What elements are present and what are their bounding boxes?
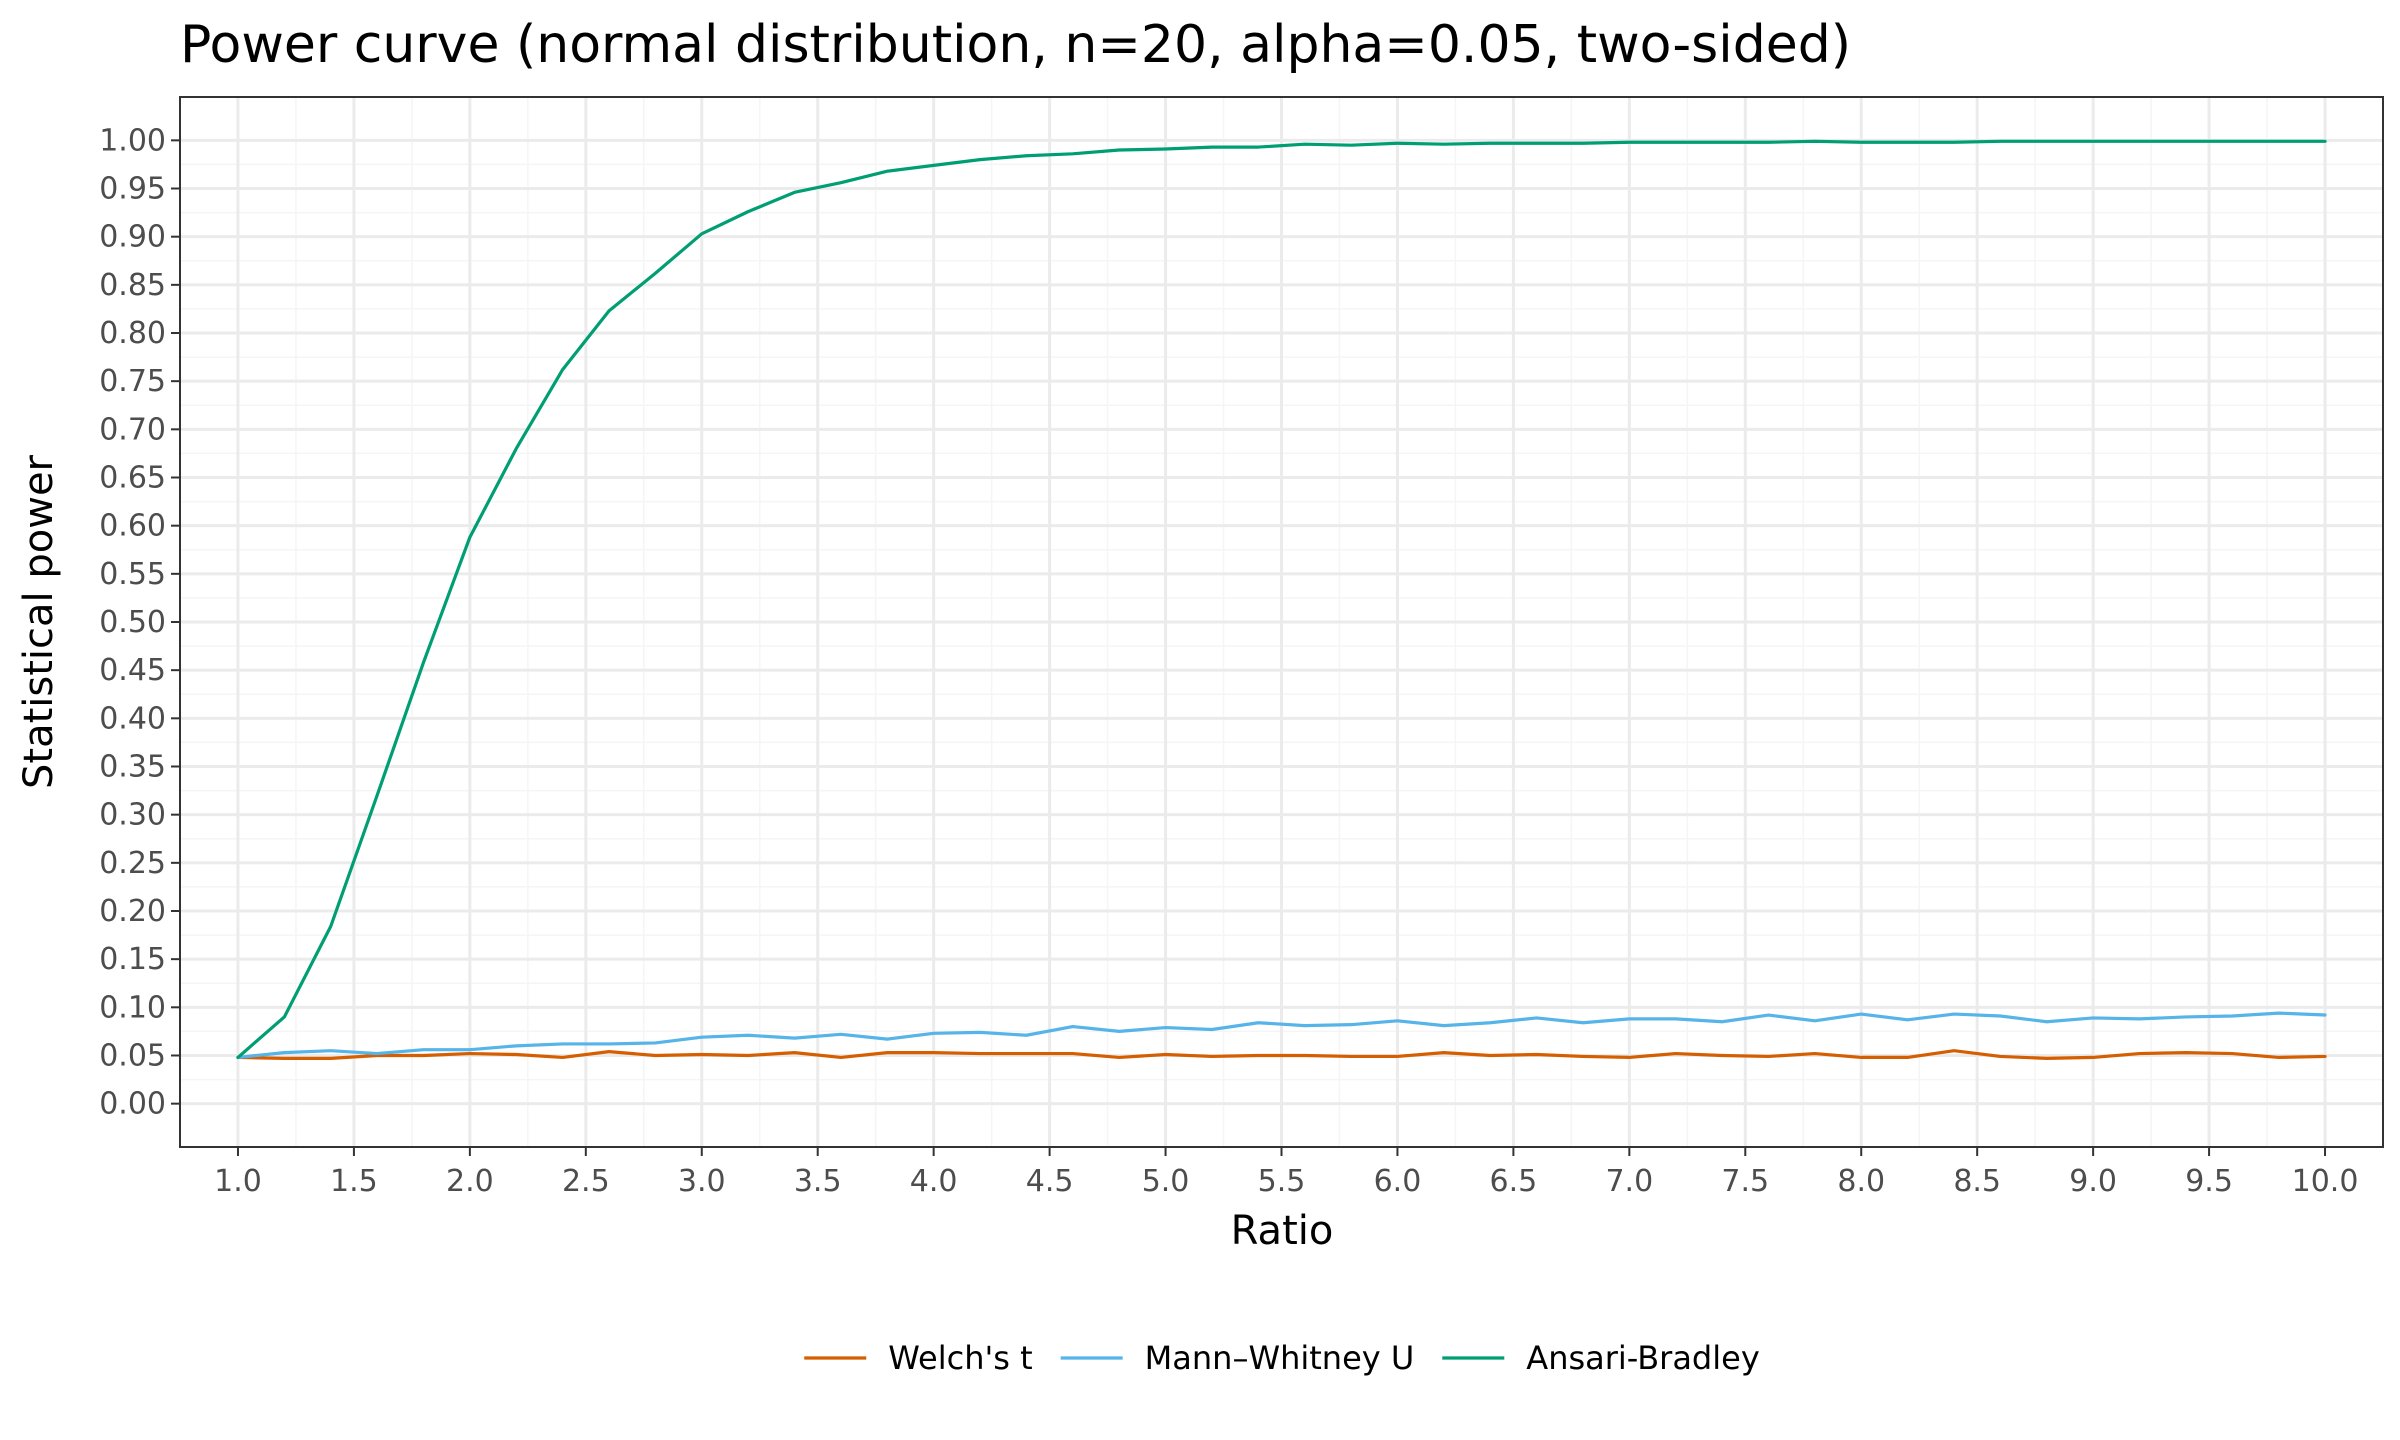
x-axis: 1.0 1.5 2.0 2.5 3.0 3.5 4.0 4.5 5.0 5.5 6.0 6.5 7.0 7… xyxy=(214,1147,2358,1199)
y-tick-label: 0.60 xyxy=(99,509,166,544)
y-tick-label: 1.00 xyxy=(99,123,166,158)
chart-title: Power curve (normal distribution, n=20, … xyxy=(180,15,1851,75)
x-tick-label: 2.0 xyxy=(446,1164,494,1199)
y-tick-label: 0.45 xyxy=(99,653,166,688)
y-tick-label: 0.20 xyxy=(99,894,166,929)
y-tick-label: 0.90 xyxy=(99,220,166,255)
series-line-1 xyxy=(236,1011,2327,1060)
x-tick-label: 1.0 xyxy=(214,1164,262,1199)
y-tick-label: 0.65 xyxy=(99,461,166,496)
y-tick-label: 0.95 xyxy=(99,172,166,207)
x-tick-label: 10.0 xyxy=(2292,1164,2359,1199)
legend-label-0: Welch's t xyxy=(888,1339,1032,1377)
y-tick-label: 0.00 xyxy=(99,1087,166,1122)
x-tick-label: 3.0 xyxy=(678,1164,726,1199)
x-tick-label: 6.5 xyxy=(1490,1164,1538,1199)
x-tick-label: 6.0 xyxy=(1374,1164,1422,1199)
x-tick-label: 7.5 xyxy=(1721,1164,1769,1199)
legend: Welch's t Mann–Whitney U Ansari-Bradley xyxy=(804,1339,1760,1377)
y-tick-label: 0.30 xyxy=(99,798,166,833)
x-tick-label: 8.0 xyxy=(1837,1164,1885,1199)
x-tick-label: 5.5 xyxy=(1258,1164,1306,1199)
x-tick-label: 7.0 xyxy=(1605,1164,1653,1199)
y-tick-label: 0.35 xyxy=(99,749,166,784)
x-tick-label: 1.5 xyxy=(330,1164,378,1199)
series-line-0 xyxy=(236,1049,2327,1060)
x-tick-label: 8.5 xyxy=(1953,1164,2001,1199)
y-tick-label: 0.15 xyxy=(99,942,166,977)
legend-label-1: Mann–Whitney U xyxy=(1145,1339,1415,1377)
y-tick-label: 0.85 xyxy=(99,268,166,303)
y-tick-label: 0.05 xyxy=(99,1038,166,1073)
x-tick-label: 4.5 xyxy=(1026,1164,1074,1199)
x-tick-label: 9.0 xyxy=(2069,1164,2117,1199)
y-axis: 0.00 0.05 0.10 0.15 0.20 0.25 0.30 0.35 0.40 0.45… xyxy=(99,123,180,1122)
x-tick-label: 5.0 xyxy=(1142,1164,1190,1199)
y-tick-label: 0.80 xyxy=(99,316,166,351)
x-axis-title: Ratio xyxy=(1231,1208,1334,1254)
x-tick-label: 2.5 xyxy=(562,1164,610,1199)
series-line-2 xyxy=(236,139,2327,1060)
y-tick-label: 0.50 xyxy=(99,605,166,640)
series-layer xyxy=(236,139,2327,1060)
y-axis-title: Statistical power xyxy=(16,454,62,789)
y-tick-label: 0.70 xyxy=(99,412,166,447)
x-tick-label: 4.0 xyxy=(910,1164,958,1199)
y-tick-label: 0.10 xyxy=(99,990,166,1025)
x-tick-label: 3.5 xyxy=(794,1164,842,1199)
y-tick-label: 0.25 xyxy=(99,846,166,881)
y-tick-label: 0.40 xyxy=(99,701,166,736)
y-tick-label: 0.55 xyxy=(99,557,166,592)
legend-label-2: Ansari-Bradley xyxy=(1526,1339,1759,1377)
y-tick-label: 0.75 xyxy=(99,364,166,399)
x-tick-label: 9.5 xyxy=(2185,1164,2233,1199)
